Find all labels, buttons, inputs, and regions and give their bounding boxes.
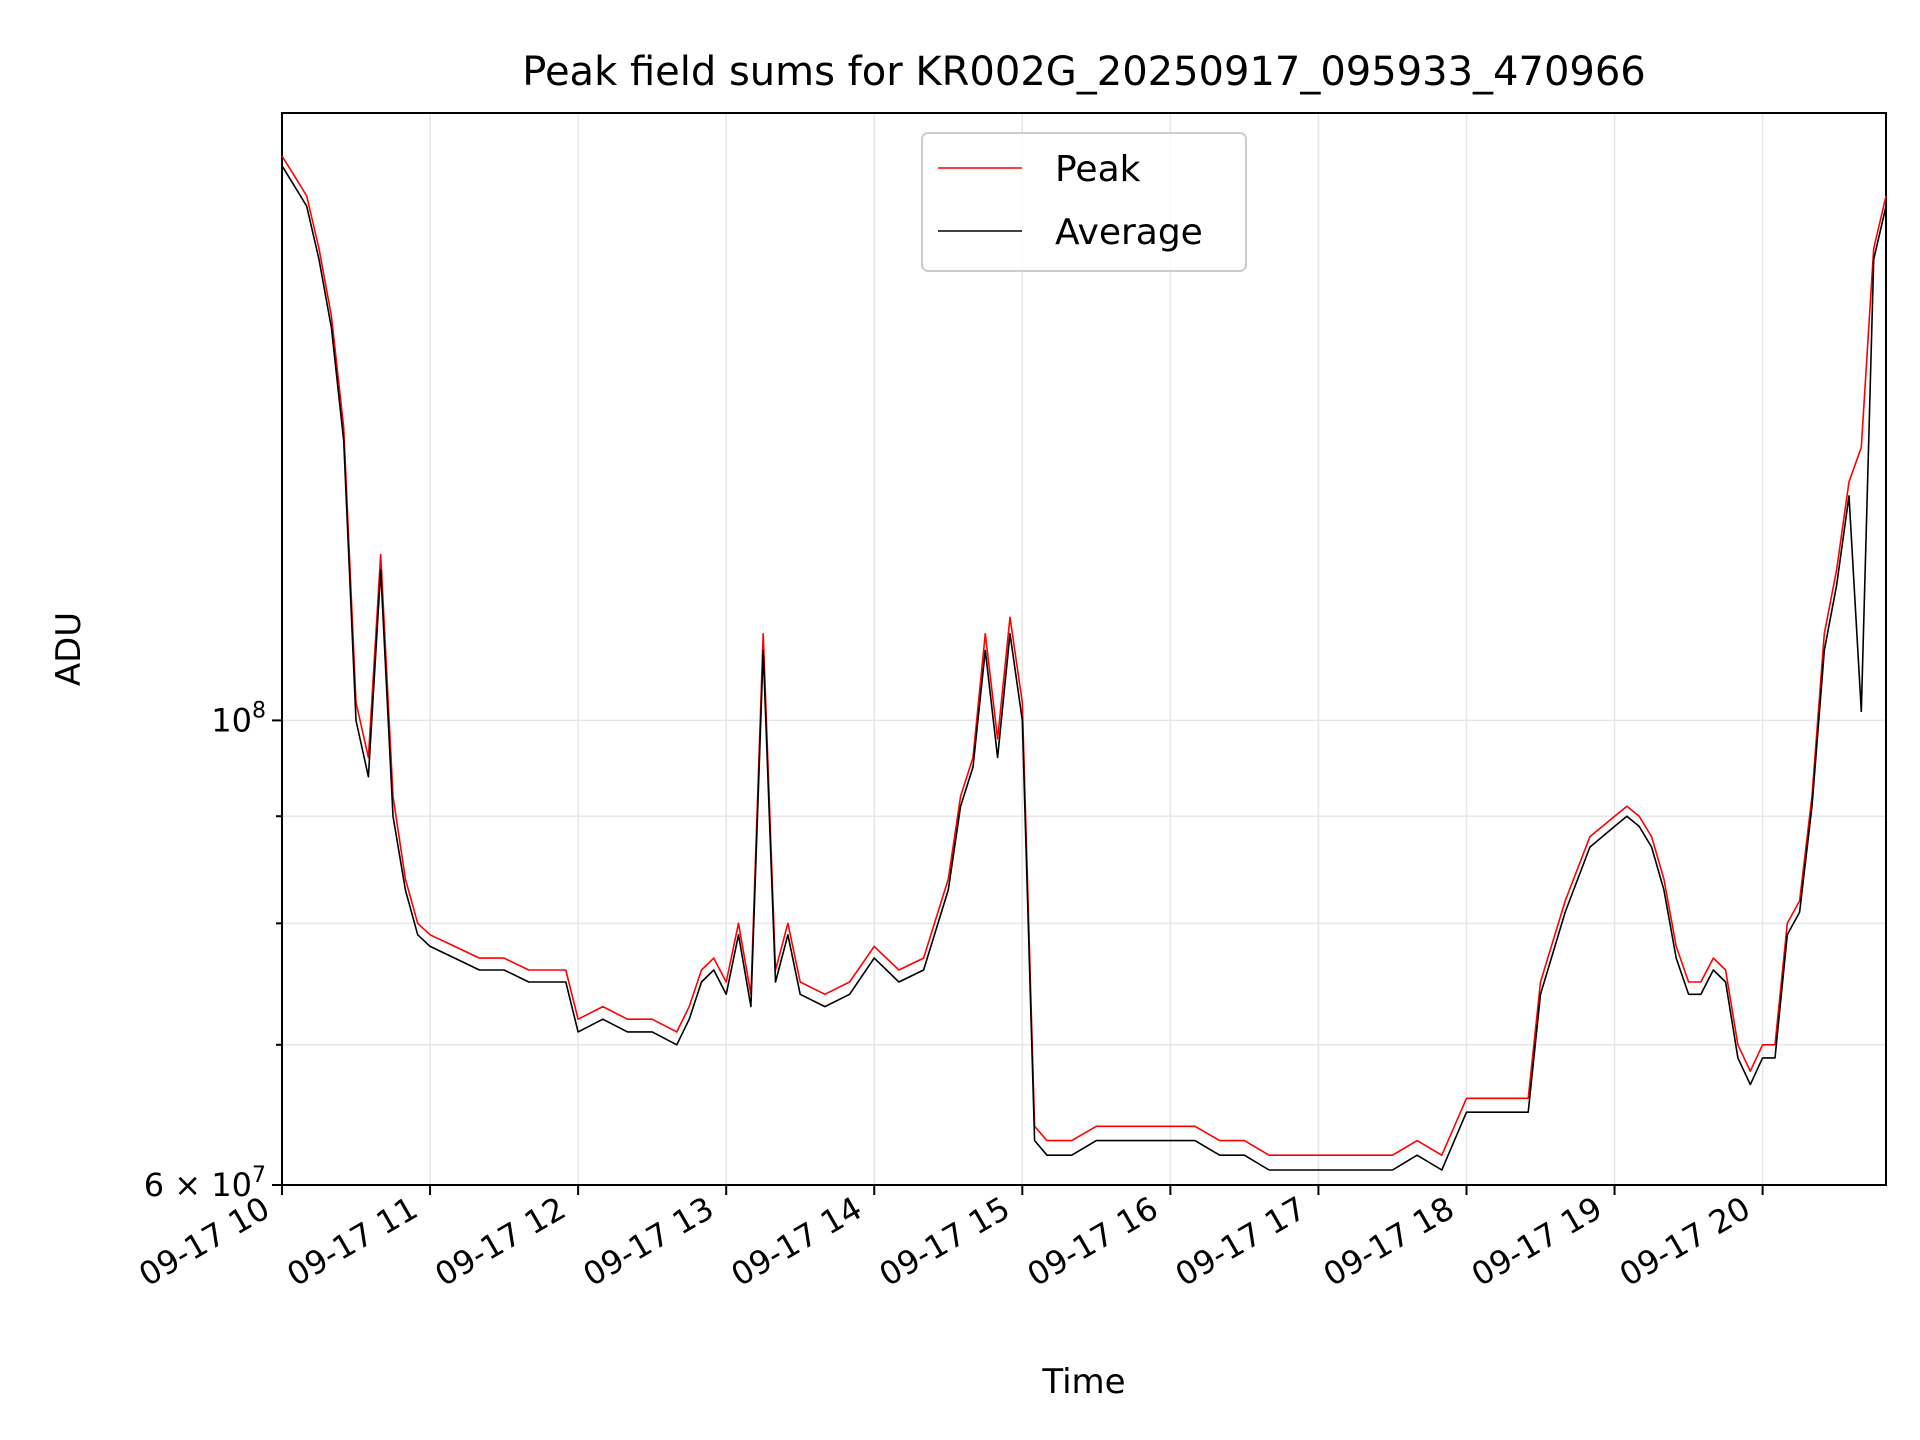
legend-average-label: Average (1055, 212, 1203, 253)
y-tick-label: 6 × 107 (144, 1163, 266, 1204)
grid (281, 113, 1886, 1185)
plot-area-frame (281, 112, 1887, 1186)
series-line-average (281, 165, 1887, 1171)
x-axis-label: Time (1041, 1362, 1125, 1402)
series-layer (281, 155, 1887, 1171)
chart-title: Peak field sums for KR002G_20250917_0959… (522, 49, 1646, 95)
legend-peak-label: Peak (1055, 149, 1141, 190)
series-line-peak (281, 155, 1887, 1156)
y-axis-label: ADU (49, 612, 89, 686)
y-tick-label: 108 (211, 698, 266, 739)
legend: Peak Average (921, 132, 1247, 272)
y-axis: 6 × 107 108 (144, 698, 282, 1204)
